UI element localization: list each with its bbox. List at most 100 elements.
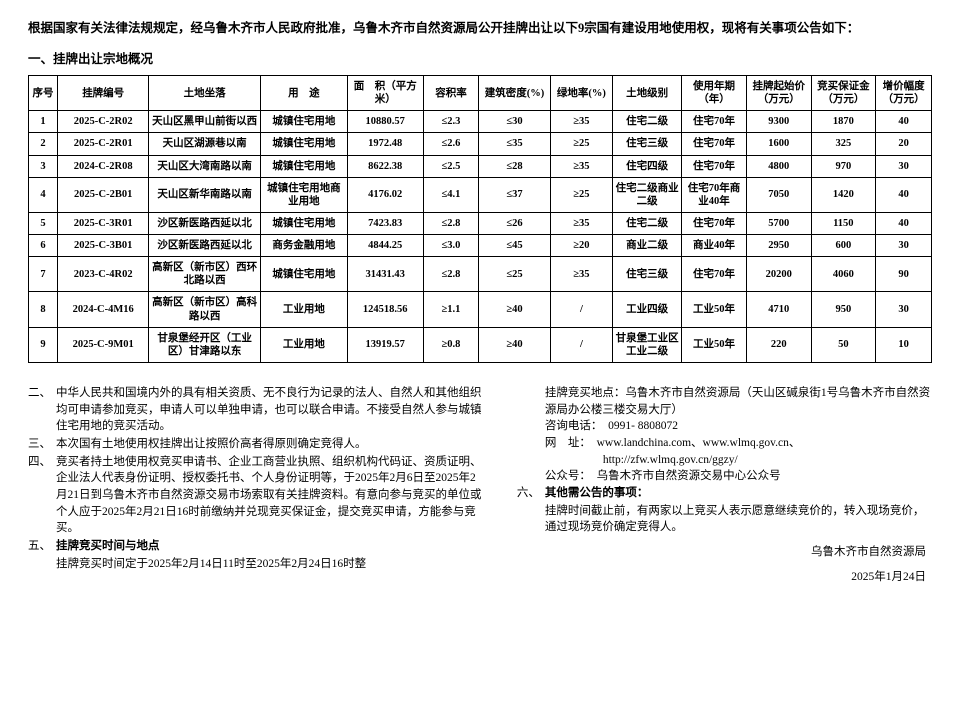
table-cell: 住宅70年商业40年: [682, 177, 747, 212]
table-cell: 住宅三级: [613, 133, 682, 155]
table-cell: ≤2.8: [423, 212, 479, 234]
table-cell: 7050: [746, 177, 811, 212]
col-header: 挂牌编号: [57, 76, 148, 111]
table-cell: 31431.43: [347, 257, 423, 292]
table-cell: 天山区湖源巷以南: [149, 133, 260, 155]
table-cell: 2025-C-2R01: [57, 133, 148, 155]
table-row: 62025-C-3B01沙区新医路西延以北商务金融用地4844.25≤3.0≤4…: [29, 235, 932, 257]
table-cell: ≥35: [550, 257, 612, 292]
table-cell: 2025-C-2R02: [57, 111, 148, 133]
col-header: 用 途: [260, 76, 347, 111]
table-cell: 天山区新华南路以南: [149, 177, 260, 212]
table-cell: 沙区新医路西延以北: [149, 212, 260, 234]
table-cell: 工业50年: [682, 292, 747, 327]
table-cell: 7: [29, 257, 58, 292]
table-cell: 城镇住宅用地: [260, 111, 347, 133]
table-cell: 高新区（新市区）西环北路以西: [149, 257, 260, 292]
table-row: 52025-C-3R01沙区新医路西延以北城镇住宅用地7423.83≤2.8≤2…: [29, 212, 932, 234]
table-cell: 4: [29, 177, 58, 212]
col-header: 容积率: [423, 76, 479, 111]
table-cell: 甘泉堡工业区工业二级: [613, 327, 682, 362]
col-header: 绿地率(%): [550, 76, 612, 111]
table-cell: 40: [876, 212, 932, 234]
table-cell: 城镇住宅用地: [260, 155, 347, 177]
col-header: 使用年期（年）: [682, 76, 747, 111]
table-row: 42025-C-2B01天山区新华南路以南城镇住宅用地商业用地4176.02≤4…: [29, 177, 932, 212]
table-cell: 1972.48: [347, 133, 423, 155]
table-cell: 4844.25: [347, 235, 423, 257]
table-cell: 20200: [746, 257, 811, 292]
table-cell: 600: [811, 235, 876, 257]
table-cell: 4710: [746, 292, 811, 327]
table-cell: 城镇住宅用地: [260, 133, 347, 155]
table-cell: 高新区（新市区）高科路以西: [149, 292, 260, 327]
table-cell: 40: [876, 111, 932, 133]
left-column: 二、中华人民共和国境内外的具有相关资质、无不良行为记录的法人、自然人和其他组织均…: [28, 385, 487, 585]
table-cell: ≥40: [479, 292, 550, 327]
table-cell: 970: [811, 155, 876, 177]
table-cell: 4176.02: [347, 177, 423, 212]
table-cell: ≤3.0: [423, 235, 479, 257]
table-cell: 950: [811, 292, 876, 327]
table-cell: 天山区黑甲山前街以西: [149, 111, 260, 133]
table-cell: ≥25: [550, 133, 612, 155]
table-cell: 工业四级: [613, 292, 682, 327]
section1-title: 一、挂牌出让宗地概况: [28, 48, 932, 67]
table-cell: 6: [29, 235, 58, 257]
table-cell: ≤30: [479, 111, 550, 133]
table-cell: /: [550, 327, 612, 362]
table-cell: 城镇住宅用地商业用地: [260, 177, 347, 212]
col-header: 序号: [29, 76, 58, 111]
table-row: 72023-C-4R02高新区（新市区）西环北路以西城镇住宅用地31431.43…: [29, 257, 932, 292]
table-cell: 住宅70年: [682, 212, 747, 234]
table-row: 12025-C-2R02天山区黑甲山前街以西城镇住宅用地10880.57≤2.3…: [29, 111, 932, 133]
table-cell: 住宅四级: [613, 155, 682, 177]
table-cell: 4060: [811, 257, 876, 292]
table-cell: 工业用地: [260, 327, 347, 362]
table-cell: ≤2.6: [423, 133, 479, 155]
table-cell: ≤25: [479, 257, 550, 292]
table-cell: 124518.56: [347, 292, 423, 327]
table-row: 82024-C-4M16高新区（新市区）高科路以西工业用地124518.56≥1…: [29, 292, 932, 327]
col-header: 竞买保证金（万元）: [811, 76, 876, 111]
lower-columns: 二、中华人民共和国境内外的具有相关资质、无不良行为记录的法人、自然人和其他组织均…: [28, 385, 932, 585]
table-cell: 2025-C-3B01: [57, 235, 148, 257]
table-cell: 20: [876, 133, 932, 155]
table-cell: 商业40年: [682, 235, 747, 257]
table-cell: 1: [29, 111, 58, 133]
table-cell: 住宅70年: [682, 155, 747, 177]
table-cell: ≤2.3: [423, 111, 479, 133]
table-cell: 天山区大湾南路以南: [149, 155, 260, 177]
table-cell: 2025-C-9M01: [57, 327, 148, 362]
table-cell: 住宅70年: [682, 111, 747, 133]
table-cell: 商务金融用地: [260, 235, 347, 257]
table-cell: 325: [811, 133, 876, 155]
table-cell: 2023-C-4R02: [57, 257, 148, 292]
table-cell: 13919.57: [347, 327, 423, 362]
table-cell: ≤35: [479, 133, 550, 155]
table-cell: ≥0.8: [423, 327, 479, 362]
table-cell: 10880.57: [347, 111, 423, 133]
table-cell: ≥25: [550, 177, 612, 212]
table-cell: ≤2.5: [423, 155, 479, 177]
table-cell: 9300: [746, 111, 811, 133]
right-column: 挂牌竞买地点：乌鲁木齐市自然资源局（天山区碱泉街1号乌鲁木齐市自然资源局办公楼三…: [517, 385, 932, 585]
table-cell: 住宅二级: [613, 111, 682, 133]
table-cell: 住宅70年: [682, 133, 747, 155]
table-cell: 城镇住宅用地: [260, 212, 347, 234]
table-cell: 1600: [746, 133, 811, 155]
table-cell: 2025-C-2B01: [57, 177, 148, 212]
table-cell: ≥35: [550, 212, 612, 234]
col-header: 建筑密度(%): [479, 76, 550, 111]
table-cell: ≤28: [479, 155, 550, 177]
table-cell: 10: [876, 327, 932, 362]
table-cell: 9: [29, 327, 58, 362]
table-cell: 2024-C-2R08: [57, 155, 148, 177]
land-table: 序号挂牌编号土地坐落用 途面 积（平方米）容积率建筑密度(%)绿地率(%)土地级…: [28, 75, 932, 363]
col-header: 土地级别: [613, 76, 682, 111]
signature-org: 乌鲁木齐市自然资源局: [517, 544, 932, 561]
table-cell: 40: [876, 177, 932, 212]
signature-date: 2025年1月24日: [517, 569, 932, 586]
col-header: 挂牌起始价（万元）: [746, 76, 811, 111]
table-cell: ≥35: [550, 111, 612, 133]
